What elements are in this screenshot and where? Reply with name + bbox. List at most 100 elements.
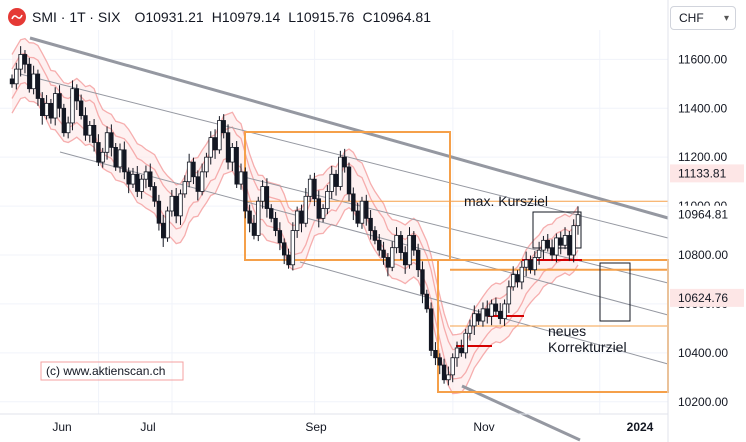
- candle-body: [195, 176, 200, 192]
- candle-body: [428, 308, 434, 351]
- candle-body: [169, 195, 175, 212]
- candle-body: [454, 347, 460, 359]
- candle-body: [22, 54, 28, 65]
- candle-body: [161, 222, 166, 239]
- y-tick-label: 10200.00: [678, 395, 728, 409]
- candle-body: [212, 137, 218, 151]
- candle-body: [316, 198, 321, 219]
- candle-body: [541, 239, 546, 251]
- candle-body: [165, 210, 170, 239]
- price-label: 10964.81: [678, 208, 728, 222]
- candle-body: [342, 156, 347, 168]
- candle-body: [411, 235, 417, 251]
- currency-select[interactable]: CHF ▾: [670, 6, 736, 30]
- candle-body: [510, 274, 516, 288]
- candle-body: [528, 259, 533, 271]
- candle-body: [519, 266, 525, 283]
- candle-body: [441, 364, 447, 381]
- currency-value: CHF: [679, 11, 704, 25]
- candle-body: [78, 100, 84, 117]
- candle-body: [355, 210, 360, 224]
- candle-body: [368, 217, 373, 231]
- candle-body: [221, 120, 226, 134]
- candle-body: [575, 214, 581, 227]
- candle-body: [377, 239, 382, 251]
- price-label-bg: [670, 164, 744, 183]
- candle-body: [398, 235, 404, 253]
- candle-body: [303, 195, 309, 224]
- candle-body: [40, 98, 45, 117]
- candle-body: [31, 73, 36, 90]
- candle-body: [230, 147, 235, 163]
- candle-body: [61, 107, 67, 134]
- candle-body: [523, 259, 529, 268]
- channel-lower-bold: [461, 384, 581, 442]
- symbol-label[interactable]: SMI · 1T · SIX: [32, 9, 121, 25]
- price-label: 11133.81: [678, 166, 727, 180]
- candle-body: [27, 63, 32, 90]
- candle-body: [247, 210, 252, 224]
- candle-body: [463, 332, 468, 354]
- close-value: 10964.81: [372, 9, 431, 25]
- volatility-band-line: [11, 37, 579, 336]
- annotation-max-target: max. Kursziel: [464, 193, 548, 209]
- candle-body: [307, 178, 313, 197]
- candle-body: [364, 200, 369, 219]
- candle-body: [402, 252, 408, 266]
- candle-body: [545, 239, 550, 249]
- candle-body: [83, 115, 88, 136]
- candle-body: [476, 313, 481, 322]
- candle-body: [390, 247, 395, 268]
- high-label: H: [211, 9, 222, 25]
- candle-body: [489, 303, 494, 317]
- candle-body: [299, 210, 304, 224]
- candle-body: [217, 120, 222, 151]
- target-box-future: [599, 262, 631, 322]
- candle-body: [554, 237, 559, 256]
- y-tick-label: 10400.00: [678, 346, 728, 360]
- open-label: O: [134, 9, 146, 25]
- candle-body: [325, 191, 330, 209]
- candle-body: [243, 171, 248, 212]
- watermark-frame: [40, 361, 184, 381]
- candle-body: [91, 124, 97, 143]
- candle-body: [104, 132, 110, 153]
- candle-body: [96, 142, 101, 163]
- candle-body: [467, 325, 473, 334]
- candle-body: [459, 347, 464, 354]
- candle-body: [532, 257, 537, 271]
- candle-body: [14, 68, 19, 85]
- candle-body: [372, 230, 378, 241]
- y-tick-label: 11600.00: [678, 52, 727, 66]
- candle-body: [225, 132, 231, 163]
- candle-body: [208, 137, 213, 158]
- candle-body: [437, 357, 442, 366]
- candle-body: [143, 171, 149, 180]
- candle-body: [385, 257, 391, 268]
- channel-line-2: [59, 151, 669, 316]
- candle-body: [122, 149, 127, 173]
- candle-body: [148, 171, 153, 187]
- candle-body: [234, 147, 239, 185]
- candle-body: [191, 161, 196, 178]
- x-tick-label: Jun: [52, 420, 71, 434]
- candle-body: [126, 171, 131, 185]
- chart-header: SMI · 1T · SIX O 10931.21 H 10979.14 L 1091…: [8, 6, 439, 28]
- candle-body: [269, 208, 274, 219]
- y-tick-label: 11200.00: [678, 150, 727, 164]
- candle-body: [351, 193, 356, 212]
- candle-body: [506, 286, 512, 305]
- candle-body: [493, 303, 499, 312]
- candle-body: [135, 173, 140, 192]
- candle-body: [450, 357, 455, 376]
- candle-body: [485, 308, 490, 317]
- candle-body: [238, 171, 244, 185]
- candle-body: [446, 374, 451, 381]
- candle-body: [567, 235, 572, 256]
- candle-body: [178, 193, 183, 217]
- close-label: C: [362, 9, 373, 25]
- x-tick-label: Sep: [305, 420, 327, 434]
- candle-body: [264, 186, 270, 209]
- candle-body: [558, 237, 563, 246]
